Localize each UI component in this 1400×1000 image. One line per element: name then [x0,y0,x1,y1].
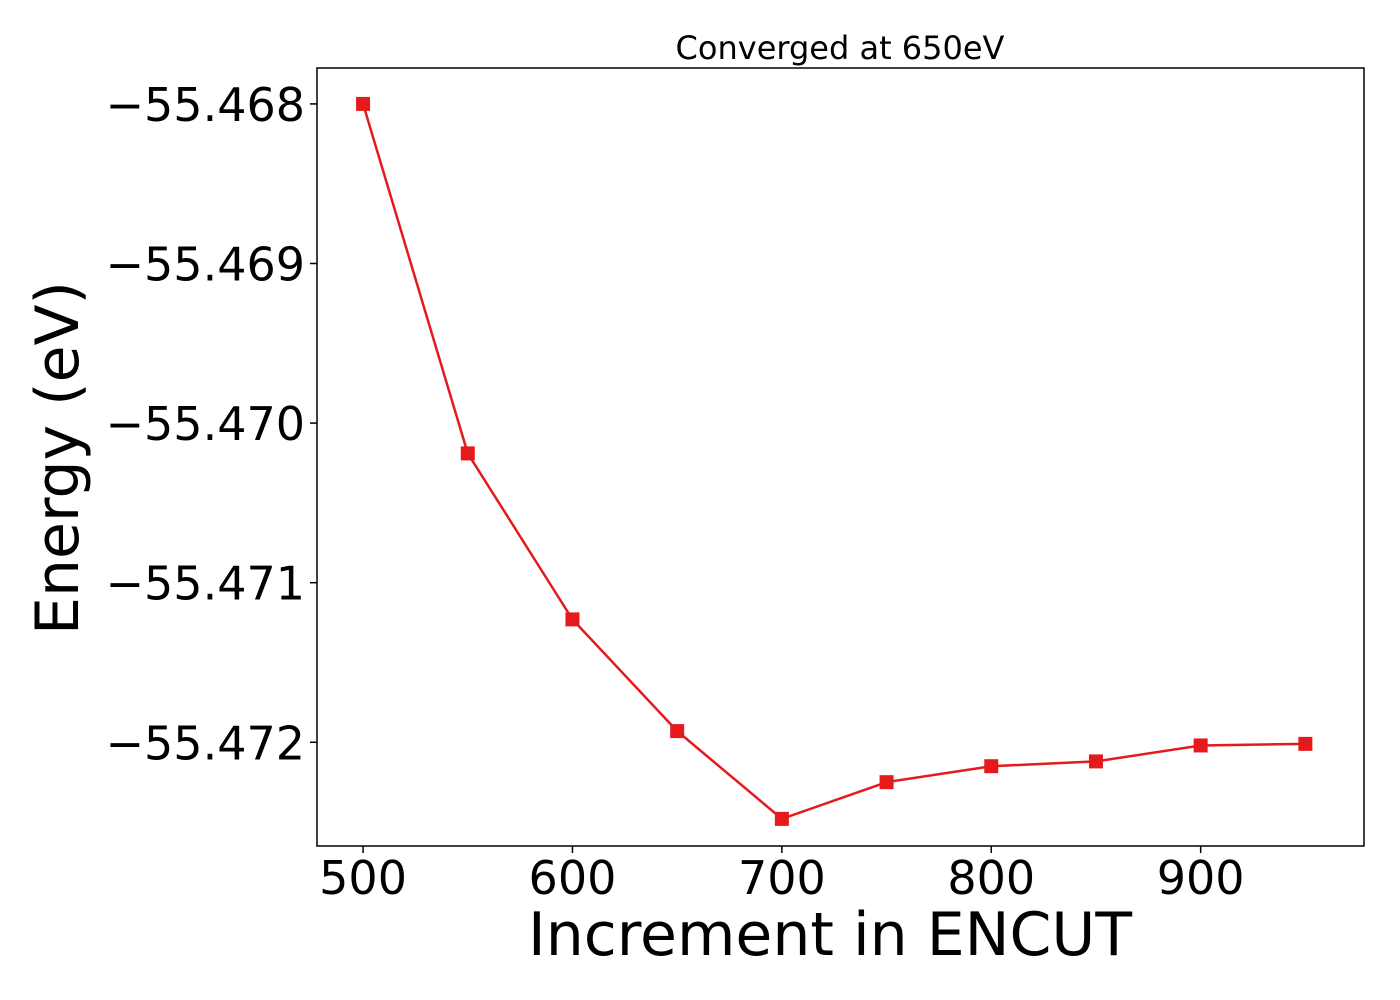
plot-frame [316,67,1365,847]
data-point [1193,738,1208,753]
y-tick-label: −55.472 [106,716,306,770]
data-point [460,446,475,461]
data-point [356,96,371,111]
data-point [774,811,789,826]
data-point [879,775,894,790]
y-tick-label: −55.468 [106,78,306,132]
data-point [565,612,580,627]
x-tick-label: 500 [319,851,407,905]
data-point [1298,736,1313,751]
x-tick-label: 900 [1157,851,1245,905]
series-line [361,103,1306,821]
x-tick-label: 600 [529,851,617,905]
data-point [1088,754,1103,769]
plot-area: 500 600 700 800 900 −55.468 −55.469 −55.470 −55.… [106,67,1365,905]
data-point [670,724,685,739]
x-tick-label: 700 [738,851,826,905]
data-point [984,759,999,774]
y-tick-label: −55.470 [106,397,306,451]
y-tick-label: −55.471 [106,557,306,611]
x-axis-label: Increment in ENCUT [528,900,1132,970]
y-axis-label: Energy (eV) [23,281,93,635]
y-tick-label: −55.469 [106,237,306,291]
x-tick-label: 800 [947,851,1035,905]
chart-title: Converged at 650eV [676,29,1005,67]
